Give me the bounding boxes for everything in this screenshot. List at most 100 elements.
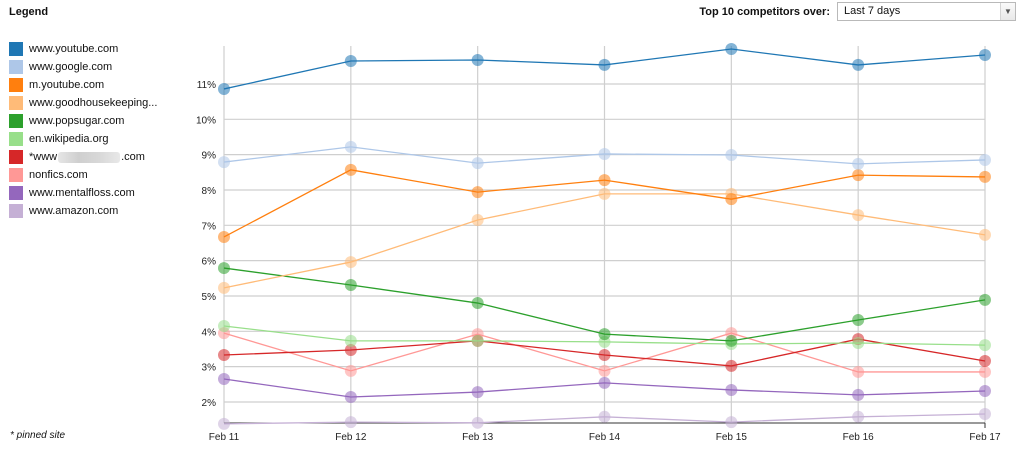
data-point[interactable] bbox=[598, 376, 611, 389]
legend-item-wikipedia[interactable]: en.wikipedia.org bbox=[9, 130, 157, 148]
series-line[interactable] bbox=[218, 187, 991, 294]
data-point[interactable] bbox=[979, 385, 991, 398]
data-point[interactable] bbox=[852, 157, 865, 170]
data-point[interactable] bbox=[852, 336, 865, 349]
data-point[interactable] bbox=[852, 365, 865, 378]
data-point[interactable] bbox=[218, 281, 230, 294]
data-point[interactable] bbox=[979, 293, 991, 306]
series-line[interactable] bbox=[218, 140, 991, 170]
data-point[interactable] bbox=[852, 410, 865, 423]
legend-item-google[interactable]: www.google.com bbox=[9, 58, 157, 76]
x-tick-label: Feb 12 bbox=[335, 432, 367, 443]
data-point[interactable] bbox=[471, 186, 484, 199]
data-point[interactable] bbox=[598, 174, 611, 187]
data-point[interactable] bbox=[344, 334, 357, 347]
legend-item-m-youtube[interactable]: m.youtube.com bbox=[9, 76, 157, 94]
data-point[interactable] bbox=[471, 214, 484, 227]
series-line[interactable] bbox=[218, 407, 991, 430]
data-point[interactable] bbox=[344, 55, 357, 68]
chevron-down-icon[interactable]: ▼ bbox=[1000, 3, 1015, 20]
data-point[interactable] bbox=[344, 416, 357, 429]
data-point[interactable] bbox=[218, 373, 230, 386]
data-point[interactable] bbox=[218, 156, 230, 169]
y-tick-label: 10% bbox=[196, 115, 216, 126]
data-point[interactable] bbox=[979, 339, 991, 352]
data-point[interactable] bbox=[218, 320, 230, 333]
data-point[interactable] bbox=[725, 383, 738, 396]
data-point[interactable] bbox=[598, 348, 611, 361]
data-point[interactable] bbox=[979, 170, 991, 183]
data-point[interactable] bbox=[218, 417, 230, 430]
legend-swatch bbox=[9, 42, 23, 56]
data-point[interactable] bbox=[471, 53, 484, 66]
legend-item-popsugar[interactable]: www.popsugar.com bbox=[9, 112, 157, 130]
legend-title: Legend bbox=[9, 6, 49, 18]
data-point[interactable] bbox=[598, 58, 611, 71]
legend: www.youtube.com www.google.com m.youtube… bbox=[9, 40, 157, 220]
y-tick-label: 4% bbox=[202, 327, 217, 338]
data-point[interactable] bbox=[598, 364, 611, 377]
data-point[interactable] bbox=[979, 407, 991, 420]
data-point[interactable] bbox=[344, 364, 357, 377]
data-point[interactable] bbox=[725, 334, 738, 347]
legend-label: nonfics.com bbox=[29, 169, 88, 181]
data-point[interactable] bbox=[344, 256, 357, 269]
data-point[interactable] bbox=[979, 354, 991, 367]
chart-series bbox=[218, 43, 991, 430]
legend-item-pinned-site[interactable]: *www .com bbox=[9, 148, 157, 166]
data-point[interactable] bbox=[598, 187, 611, 200]
data-point[interactable] bbox=[218, 230, 230, 243]
data-point[interactable] bbox=[979, 49, 991, 62]
data-point[interactable] bbox=[725, 193, 738, 206]
data-point[interactable] bbox=[725, 359, 738, 372]
data-point[interactable] bbox=[598, 410, 611, 423]
data-point[interactable] bbox=[471, 157, 484, 170]
legend-label-prefix: *www bbox=[29, 151, 58, 163]
data-point[interactable] bbox=[725, 416, 738, 429]
data-point[interactable] bbox=[471, 334, 484, 347]
data-point[interactable] bbox=[852, 58, 865, 71]
legend-item-nonfics[interactable]: nonfics.com bbox=[9, 166, 157, 184]
data-point[interactable] bbox=[852, 209, 865, 222]
data-point[interactable] bbox=[344, 391, 357, 404]
legend-item-goodhousekeeping[interactable]: www.goodhousekeeping... bbox=[9, 94, 157, 112]
x-tick-label: Feb 13 bbox=[462, 432, 494, 443]
data-point[interactable] bbox=[852, 388, 865, 401]
legend-item-mentalfloss[interactable]: www.mentalfloss.com bbox=[9, 184, 157, 202]
y-tick-label: 6% bbox=[202, 257, 217, 268]
series-line[interactable] bbox=[218, 163, 991, 243]
data-point[interactable] bbox=[344, 163, 357, 176]
series-line[interactable] bbox=[218, 43, 991, 95]
series-line[interactable] bbox=[218, 262, 991, 347]
data-point[interactable] bbox=[218, 262, 230, 275]
data-point[interactable] bbox=[979, 153, 991, 166]
series-line[interactable] bbox=[218, 373, 991, 404]
data-point[interactable] bbox=[471, 297, 484, 310]
data-point[interactable] bbox=[979, 228, 991, 241]
data-point[interactable] bbox=[852, 169, 865, 182]
data-point[interactable] bbox=[979, 365, 991, 378]
legend-swatch bbox=[9, 168, 23, 182]
x-tick-label: Feb 17 bbox=[969, 432, 1001, 443]
data-point[interactable] bbox=[725, 43, 738, 56]
legend-label: www.popsugar.com bbox=[29, 115, 125, 127]
legend-item-amazon[interactable]: www.amazon.com bbox=[9, 202, 157, 220]
legend-swatch bbox=[9, 132, 23, 146]
data-point[interactable] bbox=[598, 328, 611, 341]
data-point[interactable] bbox=[852, 314, 865, 327]
x-tick-label: Feb 16 bbox=[843, 432, 875, 443]
pinned-site-footnote: * pinned site bbox=[10, 430, 66, 441]
y-tick-label: 5% bbox=[202, 292, 217, 303]
data-point[interactable] bbox=[218, 348, 230, 361]
data-point[interactable] bbox=[725, 149, 738, 162]
period-select[interactable]: Last 7 days ▼ bbox=[837, 2, 1016, 21]
data-point[interactable] bbox=[344, 140, 357, 153]
data-point[interactable] bbox=[471, 386, 484, 399]
data-point[interactable] bbox=[344, 279, 357, 292]
data-point[interactable] bbox=[471, 416, 484, 429]
data-point[interactable] bbox=[344, 344, 357, 357]
data-point[interactable] bbox=[218, 82, 230, 95]
legend-item-youtube[interactable]: www.youtube.com bbox=[9, 40, 157, 58]
legend-swatch bbox=[9, 96, 23, 110]
data-point[interactable] bbox=[598, 147, 611, 160]
